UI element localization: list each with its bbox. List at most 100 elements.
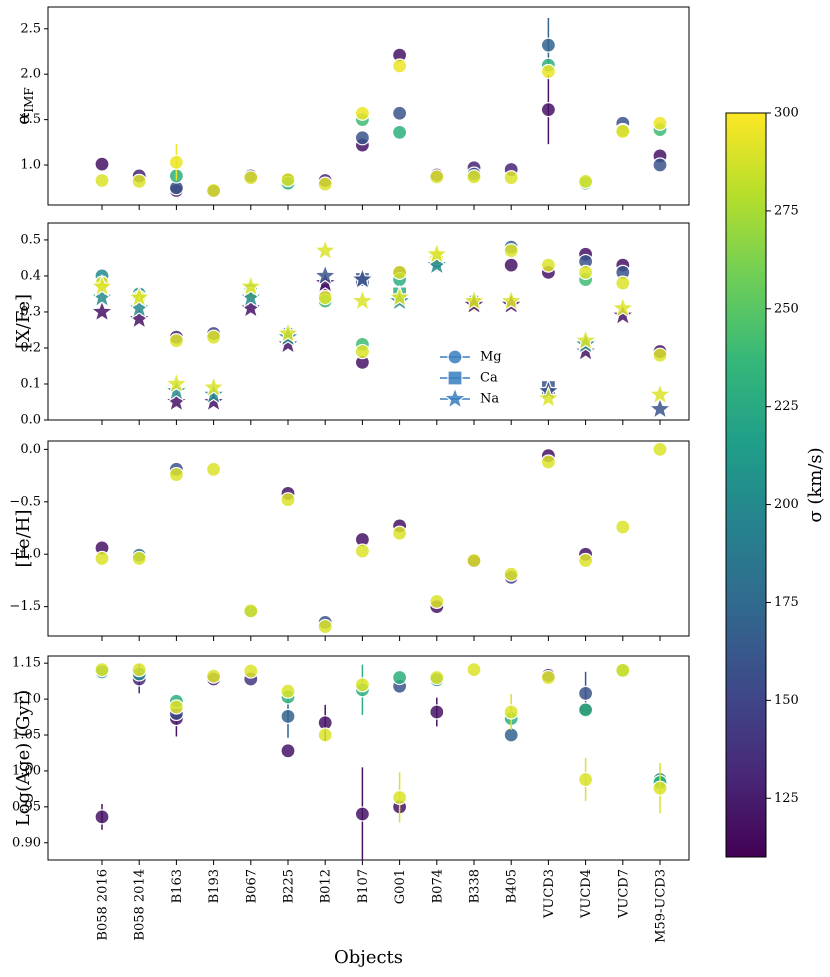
x-tick-label: G001 — [393, 869, 408, 904]
data-point — [312, 237, 338, 262]
data-point — [577, 264, 594, 280]
data-point — [503, 566, 519, 582]
x-tick-label: VUCD3 — [542, 869, 557, 919]
x-tick-label: VUCD4 — [579, 869, 594, 919]
legend-marker — [442, 386, 468, 410]
data-point — [392, 525, 408, 541]
data-point — [498, 288, 524, 312]
y-tick-label: −1.5 — [9, 599, 41, 614]
data-point — [466, 552, 482, 569]
data-point — [387, 284, 412, 308]
legend-label: Na — [480, 392, 499, 407]
x-tick-label: B058 2014 — [133, 869, 148, 941]
data-point — [126, 306, 152, 330]
data-point — [164, 371, 189, 395]
y-tick-label: 0.4 — [20, 268, 41, 283]
data-point — [89, 299, 115, 323]
data-point — [317, 176, 333, 192]
colorbar-tick-label: 125 — [774, 791, 799, 806]
legend-marker — [447, 349, 463, 365]
data-point — [652, 441, 668, 457]
data-point — [94, 172, 110, 189]
data-point — [243, 603, 259, 619]
data-point — [652, 780, 668, 796]
x-tick-label: B067 — [244, 869, 259, 903]
data-point — [206, 461, 222, 477]
colorbar-tick-label: 225 — [774, 399, 799, 414]
y-tick-label: 1.00 — [12, 763, 41, 778]
legend-label: Ca — [480, 371, 498, 386]
data-point — [354, 130, 370, 146]
plot-frame — [47, 6, 690, 206]
data-point — [164, 389, 189, 413]
data-point — [275, 320, 301, 345]
data-point — [243, 663, 259, 679]
y-tick-label: 0.95 — [12, 799, 41, 814]
data-point — [280, 743, 296, 759]
y-axis-label-main: [X/Fe] — [13, 294, 34, 349]
data-point — [429, 669, 445, 686]
data-point — [615, 123, 631, 140]
data-point — [89, 284, 115, 308]
data-point — [350, 266, 375, 290]
data-point — [280, 683, 296, 699]
data-point — [354, 543, 370, 559]
data-point — [429, 704, 445, 720]
data-point — [280, 492, 296, 508]
data-point — [94, 809, 110, 825]
data-point — [466, 169, 482, 185]
data-point — [647, 381, 673, 406]
data-point — [540, 454, 557, 470]
data-point — [429, 169, 445, 185]
y-tick-label: 2.5 — [20, 21, 41, 36]
x-tick-label: M59-UCD3 — [654, 869, 669, 943]
data-point — [392, 124, 408, 140]
plot-frame — [47, 655, 690, 861]
data-point — [540, 37, 557, 53]
data-point — [461, 288, 487, 312]
data-point — [392, 669, 408, 686]
y-axis-label-main: α — [13, 113, 34, 125]
x-tick-label: VUCD7 — [616, 869, 631, 919]
x-tick-label: B107 — [356, 869, 371, 903]
data-point — [94, 550, 110, 567]
x-axis-label: Objects — [334, 947, 403, 968]
x-tick-label: B193 — [207, 869, 222, 903]
data-point — [243, 170, 259, 186]
data-point — [540, 63, 557, 80]
colorbar-label: σ (km/s) — [805, 447, 826, 522]
data-point — [540, 257, 557, 273]
data-point — [424, 252, 450, 276]
y-axis-label: [Fe/H] — [13, 510, 34, 568]
data-point — [350, 288, 375, 312]
data-point — [201, 381, 226, 406]
legend-marker — [447, 370, 463, 386]
data-point — [126, 284, 152, 308]
data-point — [275, 331, 301, 355]
colorbar-tick-label: 275 — [774, 203, 799, 218]
data-point — [503, 257, 519, 273]
data-point — [354, 343, 370, 360]
y-tick-label: 1.05 — [12, 728, 41, 743]
data-point — [540, 669, 557, 686]
y-axis-label-main: [Fe/H] — [13, 510, 34, 568]
x-tick-label: B163 — [170, 869, 185, 903]
data-point — [573, 327, 598, 352]
y-tick-label: 0.2 — [20, 340, 41, 355]
y-axis-label-main: Log(Age) (Gyr) — [13, 690, 34, 826]
y-tick-label: 1.10 — [12, 692, 41, 707]
data-point — [312, 270, 338, 294]
data-point — [126, 295, 152, 319]
data-point — [652, 347, 668, 363]
data-point — [238, 295, 264, 319]
data-point — [536, 385, 561, 409]
x-tick-label: B338 — [468, 869, 483, 903]
data-point — [540, 102, 557, 118]
data-point — [201, 389, 226, 413]
colorbar — [725, 112, 767, 858]
data-point — [652, 115, 668, 131]
data-point — [503, 243, 519, 259]
y-axis-label: Log(Age) (Gyr) — [13, 690, 34, 826]
